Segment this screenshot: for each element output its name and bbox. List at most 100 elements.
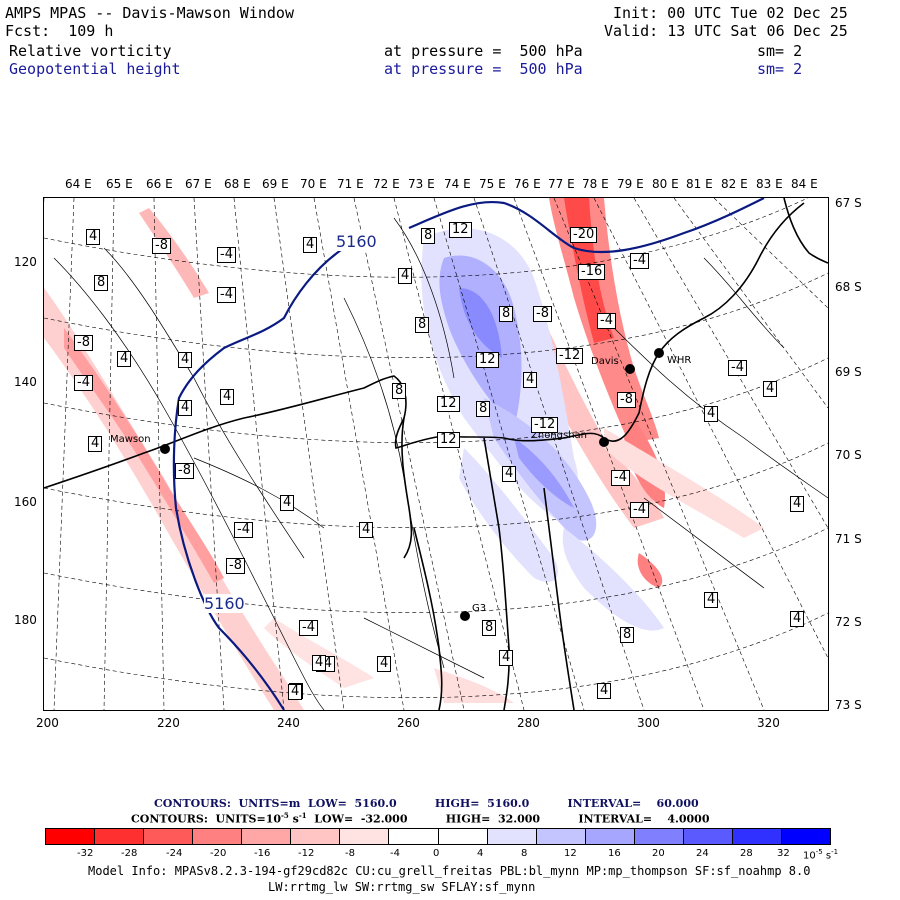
colorbar-swatch [487, 829, 537, 844]
contour-label: -4 [299, 620, 318, 636]
colorbar-swatch [242, 829, 292, 844]
colorbar-swatch [781, 829, 830, 844]
station-markers [160, 348, 664, 621]
contour-label: 4 [597, 683, 612, 699]
contour-label: 8 [392, 383, 407, 399]
station-label: G3 [472, 603, 487, 614]
x-tick: 220 [157, 716, 180, 730]
model-info: Model Info: MPASv8.2.3-194-gf29cd82c CU:… [88, 864, 811, 878]
lat-label: 68 S [835, 280, 862, 294]
field2-name: Geopotential height [9, 60, 181, 78]
contour-label: 4 [359, 522, 374, 538]
lon-label: 79 E [617, 177, 644, 191]
y-tick: 160 [14, 495, 37, 509]
lon-label: 80 E [652, 177, 679, 191]
contour-label: 8 [620, 627, 635, 643]
colorbar-unit: 10-5 s-1 [803, 848, 839, 862]
colorbar [45, 828, 831, 845]
height-label: 5160 [336, 232, 377, 251]
contour-label: -8 [152, 238, 171, 254]
vorticity-contours [53, 217, 828, 710]
lon-label: 64 E [65, 177, 92, 191]
contour-label: 4 [88, 436, 103, 452]
positive-vorticity-shading [421, 228, 664, 631]
colorbar-swatch [95, 829, 145, 844]
map-panel[interactable]: 5160 5160 Mawson Davis WHR Zhongshan G3 … [43, 197, 829, 711]
lat-label: 73 S [835, 698, 862, 712]
lon-label: 83 E [756, 177, 783, 191]
colorbar-label: 16 [608, 848, 621, 859]
contour-label: 12 [449, 222, 472, 238]
contour-label: 8 [482, 620, 497, 636]
station-zhongshan-marker[interactable] [599, 437, 609, 447]
lon-label: 71 E [337, 177, 364, 191]
contour-label: -4 [728, 360, 747, 376]
contour-label: 4 [377, 656, 392, 672]
field1-smoothing: sm= 2 [757, 42, 803, 60]
height-label: 5160 [204, 594, 245, 613]
station-whr-marker[interactable] [654, 348, 664, 358]
colorbar-swatch [732, 829, 782, 844]
station-label: Mawson [110, 434, 151, 445]
colorbar-swatch [193, 829, 243, 844]
contour-label: -4 [597, 313, 616, 329]
contour-label: 12 [437, 432, 460, 448]
colorbar-label: -4 [390, 848, 400, 859]
contour-label: 12 [476, 352, 499, 368]
station-davis-marker[interactable] [625, 364, 635, 374]
map-field-svg [44, 198, 828, 710]
x-tick: 280 [517, 716, 540, 730]
station-g3-marker[interactable] [460, 611, 470, 621]
colorbar-label: 0 [433, 848, 440, 859]
contour-label: 4 [117, 351, 132, 367]
negative-vorticity-shading [44, 198, 764, 710]
lon-label: 74 E [444, 177, 471, 191]
contour-label: 8 [499, 306, 514, 322]
geopotential-height-contours [172, 198, 765, 710]
contour-label: 4 [763, 381, 778, 397]
colorbar-swatch [634, 829, 684, 844]
colorbar-label: 24 [696, 848, 709, 859]
colorbar-label: -12 [298, 848, 315, 859]
colorbar-label: 12 [564, 848, 577, 859]
lon-label: 65 E [106, 177, 133, 191]
contour-label: -4 [630, 253, 649, 269]
contour-label: -4 [234, 522, 253, 538]
lat-label: 72 S [835, 615, 862, 629]
colorbar-swatch [46, 829, 96, 844]
y-tick: 140 [14, 375, 37, 389]
contour-label: 4 [502, 466, 517, 482]
contour-label: -4 [74, 375, 93, 391]
colorbar-swatch [536, 829, 586, 844]
colorbar-swatch [438, 829, 488, 844]
contour-label: 4 [499, 650, 514, 666]
vorticity-contour-info: CONTOURS: UNITS=10-5 s-1 LOW= -32.000 HI… [131, 811, 710, 826]
contour-label: 4 [86, 229, 101, 245]
colorbar-label: -32 [77, 848, 94, 859]
x-tick: 320 [757, 716, 780, 730]
contour-label: 8 [94, 275, 109, 291]
contour-label: 12 [437, 396, 460, 412]
contour-label: 4 [288, 684, 303, 700]
colorbar-swatch [144, 829, 194, 844]
x-tick: 200 [36, 716, 59, 730]
colorbar-swatch [585, 829, 635, 844]
field1-level: at pressure = 500 hPa [384, 42, 583, 60]
contour-label: 4 [790, 611, 805, 627]
contour-label: 4 [523, 372, 538, 388]
lon-label: 70 E [300, 177, 327, 191]
colorbar-label: -28 [121, 848, 138, 859]
contour-label: -4 [217, 287, 236, 303]
contour-label: -8 [617, 392, 636, 408]
colorbar-label: -20 [210, 848, 227, 859]
contour-label: 4 [178, 400, 193, 416]
lon-label: 66 E [146, 177, 173, 191]
contour-label: -4 [630, 502, 649, 518]
contour-label: 4 [704, 406, 719, 422]
station-label: Zhongshan [531, 430, 588, 441]
station-mawson-marker[interactable] [160, 444, 170, 454]
lon-label: 77 E [548, 177, 575, 191]
field1-name: Relative vorticity [9, 42, 172, 60]
lon-label: 76 E [514, 177, 541, 191]
lat-label: 70 S [835, 448, 862, 462]
